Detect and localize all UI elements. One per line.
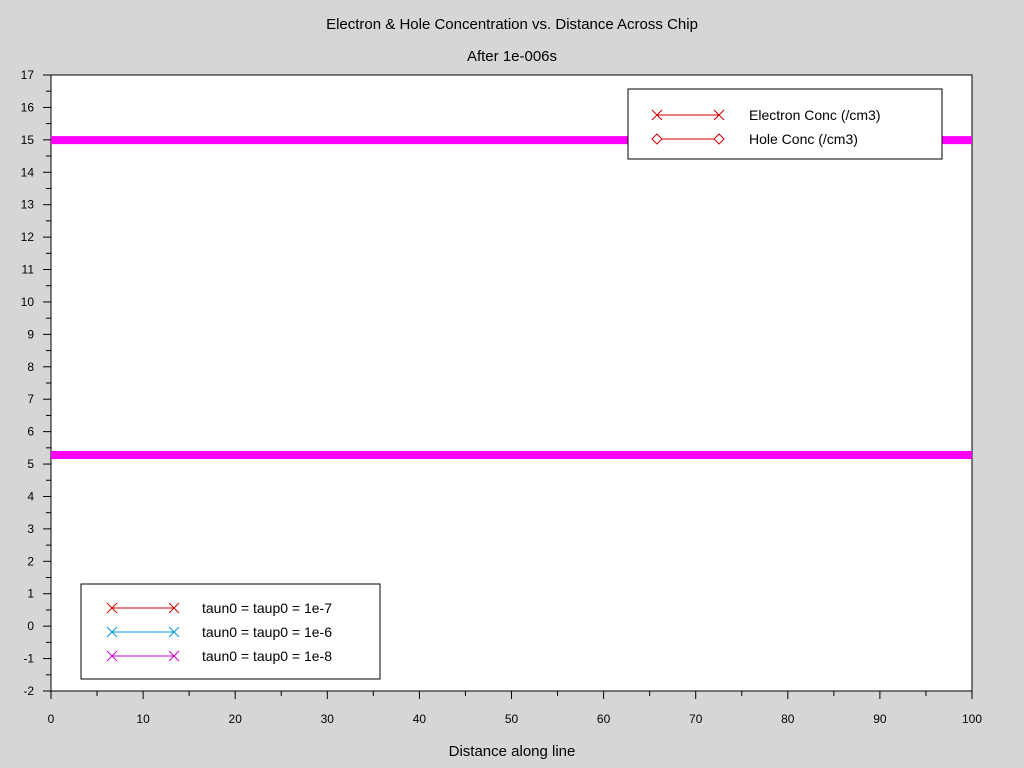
x-tick-label: 90 — [873, 712, 887, 726]
y-tick-label: 5 — [27, 457, 34, 471]
legend-marker — [713, 109, 725, 121]
x-axis-label: Distance along line — [449, 743, 576, 760]
legend-label: taun0 = taup0 = 1e-7 — [202, 600, 332, 616]
y-tick-label: 14 — [21, 165, 35, 179]
legend-marker — [713, 133, 725, 145]
y-tick-label: 12 — [21, 230, 35, 244]
legend-entry: taun0 = taup0 = 1e-6 — [106, 624, 332, 640]
chart-subtitle: After 1e-006s — [467, 48, 557, 65]
legend-label: taun0 = taup0 = 1e-6 — [202, 624, 332, 640]
x-tick-label: 50 — [505, 712, 519, 726]
legend-box — [627, 88, 943, 160]
legend-marker — [651, 109, 663, 121]
x-tick-label: 0 — [48, 712, 55, 726]
legend-entry: taun0 = taup0 = 1e-7 — [106, 600, 332, 616]
legend-label: Electron Conc (/cm3) — [749, 107, 880, 123]
x-tick-label: 40 — [413, 712, 427, 726]
y-tick-label: 10 — [21, 295, 35, 309]
legend-marker — [106, 602, 118, 614]
legend-concentration: Electron Conc (/cm3) Hole Conc (/cm3) — [627, 88, 943, 160]
legend-marker — [168, 626, 180, 638]
x-axis: 0 10 20 30 40 50 60 70 80 90 100 — [48, 691, 982, 726]
legend-entry: Electron Conc (/cm3) — [651, 107, 880, 123]
y-tick-label: 3 — [27, 522, 34, 536]
x-tick-label: 100 — [962, 712, 982, 726]
legend-label: taun0 = taup0 = 1e-8 — [202, 648, 332, 664]
y-tick-label: -1 — [23, 652, 34, 666]
chart-title: Electron & Hole Concentration vs. Distan… — [326, 16, 698, 33]
y-tick-label: 17 — [21, 68, 35, 82]
y-tick-label: 1 — [27, 587, 34, 601]
y-tick-label: 16 — [21, 100, 35, 114]
x-tick-label: 80 — [781, 712, 795, 726]
x-tick-label: 30 — [321, 712, 335, 726]
legend-label: Hole Conc (/cm3) — [749, 131, 858, 147]
y-tick-label: 6 — [27, 425, 34, 439]
y-tick-label: 7 — [27, 392, 34, 406]
x-tick-label: 70 — [689, 712, 703, 726]
y-tick-label: -2 — [23, 684, 34, 698]
legend-marker — [168, 650, 180, 662]
legend-entry: taun0 = taup0 = 1e-8 — [106, 648, 332, 664]
y-tick-label: 9 — [27, 327, 34, 341]
y-tick-label: 8 — [27, 360, 34, 374]
y-tick-label: 4 — [27, 489, 34, 503]
y-tick-label: 2 — [27, 554, 34, 568]
legend-marker — [106, 650, 118, 662]
legend-marker — [168, 602, 180, 614]
x-tick-label: 10 — [136, 712, 150, 726]
y-tick-label: 0 — [27, 619, 34, 633]
legend-entry: Hole Conc (/cm3) — [651, 131, 858, 147]
x-tick-label: 60 — [597, 712, 611, 726]
y-tick-label: 11 — [22, 263, 35, 277]
legend-marker — [106, 626, 118, 638]
y-tick-label: 13 — [21, 198, 35, 212]
y-tick-label: 15 — [21, 133, 35, 147]
x-tick-label: 20 — [229, 712, 243, 726]
legend-tau: taun0 = taup0 = 1e-7 taun0 = taup0 = 1e-6… — [80, 583, 381, 680]
legend-marker — [651, 133, 663, 145]
